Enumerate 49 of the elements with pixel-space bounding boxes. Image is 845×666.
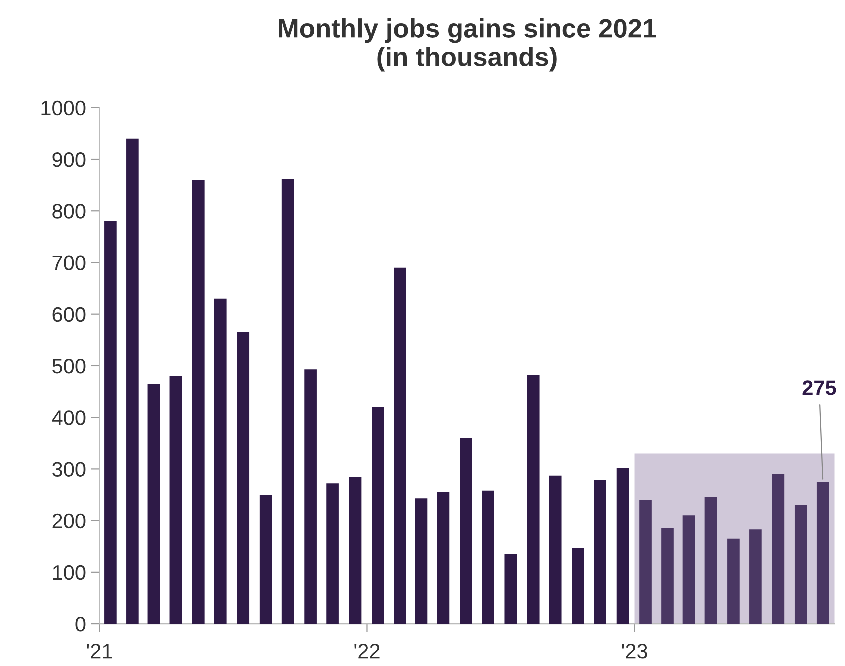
y-tick-label: 600 — [52, 307, 86, 322]
bar — [482, 490, 494, 624]
bar — [772, 474, 785, 624]
bar — [326, 484, 339, 624]
bar — [816, 482, 830, 624]
y-tick-label: 400 — [52, 410, 86, 426]
bar — [415, 498, 428, 624]
y-tick-label: 900 — [52, 152, 86, 168]
bar — [662, 528, 674, 624]
bar — [260, 495, 272, 624]
bar — [437, 492, 450, 624]
bar — [148, 384, 160, 624]
x-tick-label: '21 — [87, 644, 112, 659]
bar — [394, 268, 406, 624]
bar — [504, 554, 518, 624]
y-tick-label: 700 — [52, 256, 86, 270]
bar — [237, 332, 250, 624]
bar — [282, 179, 294, 624]
bar — [170, 376, 182, 624]
bar — [794, 505, 808, 624]
y-tick-label: 200 — [52, 514, 86, 529]
y-tick-label: 500 — [52, 358, 86, 374]
y-tick-label: 0 — [76, 617, 86, 632]
chart-title: Monthly jobs gains since 2021 (in thousands) — [279, 18, 656, 72]
bar — [549, 476, 562, 624]
bar — [682, 516, 696, 624]
bar — [728, 538, 740, 624]
bar — [527, 375, 540, 624]
bar — [594, 480, 606, 624]
bar — [126, 138, 139, 624]
bar — [192, 180, 205, 624]
y-tick-label: 1000 — [42, 100, 86, 116]
bar — [704, 497, 718, 624]
x-tick-label: '23 — [622, 644, 648, 659]
bar — [304, 370, 317, 624]
bar — [750, 530, 762, 624]
bar — [349, 476, 362, 624]
y-tick-label: 300 — [52, 462, 86, 477]
bar — [460, 438, 472, 624]
bar — [572, 548, 584, 624]
bar — [104, 221, 117, 624]
y-tick-label: 800 — [52, 204, 86, 219]
x-tick-label: '22 — [354, 644, 380, 659]
bar — [616, 468, 630, 624]
bar — [372, 407, 384, 624]
bar — [214, 298, 227, 624]
bar — [640, 500, 652, 624]
annotation: 275 — [802, 380, 836, 396]
y-tick-label: 100 — [53, 565, 86, 580]
